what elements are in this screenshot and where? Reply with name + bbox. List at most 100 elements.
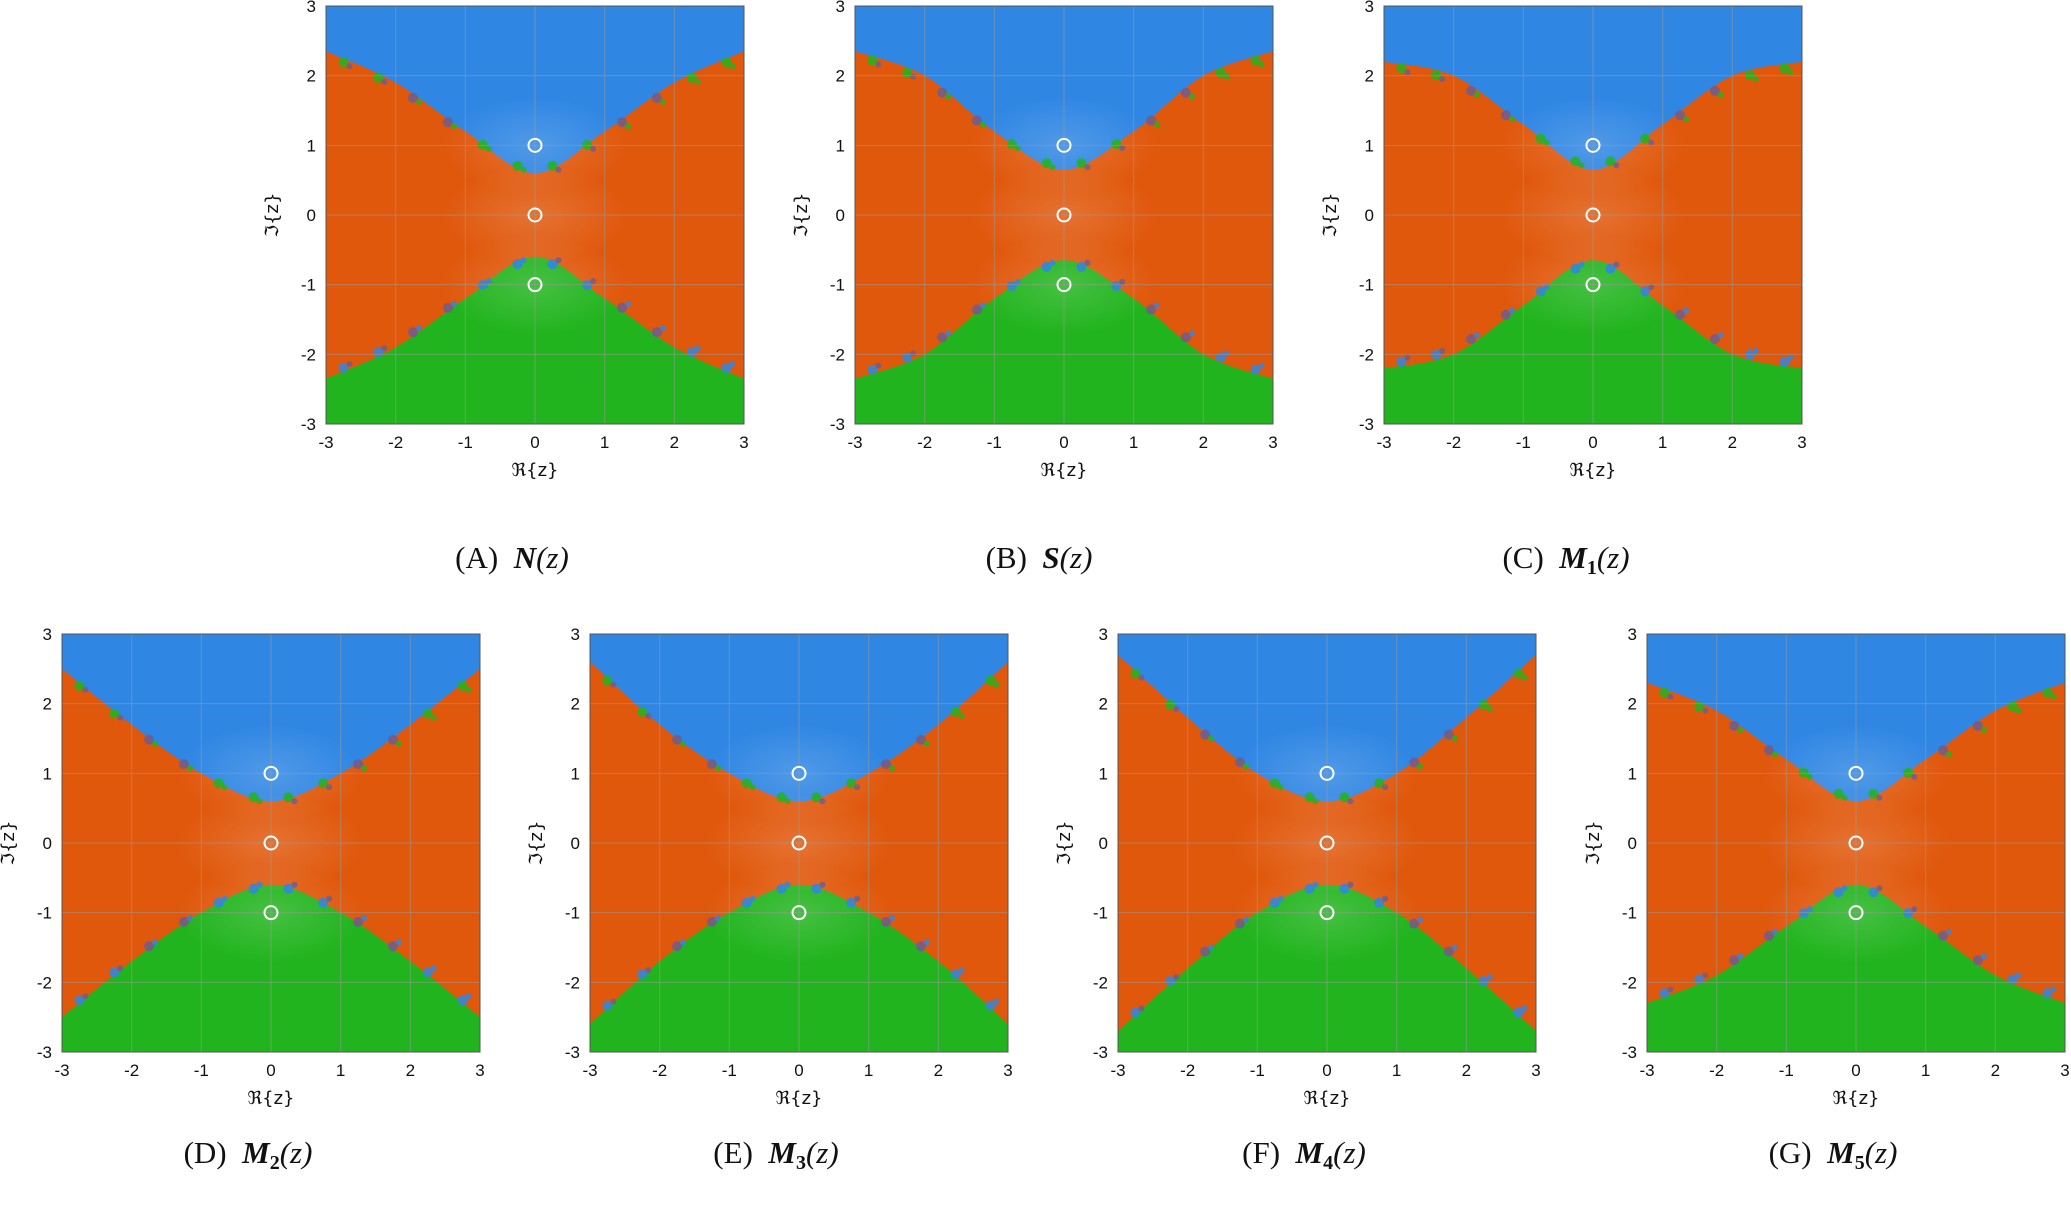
- boundary-blob: [1242, 916, 1249, 923]
- boundary-blob: [937, 332, 948, 343]
- boundary-blob: [1014, 279, 1021, 286]
- boundary-blob: [1269, 778, 1280, 789]
- y-tick-label: 3: [43, 625, 52, 644]
- boundary-blob: [512, 160, 523, 171]
- boundary-blob: [387, 941, 398, 952]
- boundary-blob: [1841, 794, 1848, 801]
- caption-function: N: [513, 540, 537, 575]
- boundary-blob: [1188, 93, 1195, 100]
- boundary-blob: [1911, 906, 1918, 913]
- boundary-blob: [915, 734, 926, 745]
- boundary-blob: [910, 73, 917, 80]
- chart-panel-c: -3 -2 -1 0 1 2 3 3 2 1 0 -1 -2 -3 ℜ{z} ℑ{z}: [1304, 0, 1822, 499]
- x-tick-label: -3: [54, 1061, 69, 1080]
- boundary-blob: [1409, 757, 1420, 768]
- x-tick-label: -3: [847, 433, 862, 452]
- y-tick-label: -3: [1622, 1043, 1637, 1062]
- y-axis-label: ℑ{z}: [0, 821, 19, 866]
- boundary-blob: [346, 63, 353, 70]
- boundary-blob: [416, 325, 423, 332]
- boundary-blob: [1417, 763, 1424, 770]
- boundary-blob: [555, 257, 562, 264]
- caption-label: (D): [183, 1135, 243, 1170]
- root-marker: [263, 765, 279, 781]
- boundary-blob: [1500, 309, 1511, 320]
- boundary-blob: [1223, 73, 1230, 80]
- caption-argument: (z): [1596, 540, 1630, 575]
- boundary-blob: [706, 759, 717, 770]
- caption-argument: (z): [536, 540, 569, 575]
- boundary-blob: [590, 145, 597, 152]
- plot-frame: [1646, 633, 2066, 1053]
- boundary-blob: [74, 680, 85, 691]
- boundary-blob: [1521, 674, 1528, 681]
- y-tick-label: -1: [301, 276, 316, 295]
- boundary-blob: [1234, 757, 1245, 768]
- y-tick-label: -2: [1359, 345, 1374, 364]
- x-axis-label: ℜ{z}: [247, 1088, 294, 1109]
- boundary-blob: [1180, 87, 1191, 98]
- boundary-blob: [1443, 946, 1454, 957]
- boundary-blob: [1737, 953, 1744, 960]
- boundary-blob: [1841, 885, 1848, 892]
- grid: [1118, 634, 1536, 1052]
- boundary-blob: [1188, 330, 1195, 337]
- boundary-blob: [1250, 364, 1261, 375]
- x-tick-label: 1: [336, 1061, 345, 1080]
- boundary-blob: [1659, 687, 1670, 698]
- chart-panel-e: -3 -2 -1 0 1 2 3 3 2 1 0 -1 -2 -3 ℜ{z} ℑ{z}: [510, 625, 1028, 1127]
- panel-caption: (F) M4(z): [1242, 1135, 1366, 1175]
- y-axis-label: ℑ{z}: [1583, 821, 1604, 866]
- boundary-blob: [854, 784, 861, 791]
- boundary-blob: [1667, 986, 1674, 993]
- y-tick-label: -1: [565, 904, 580, 923]
- boundary-blob: [1138, 1005, 1145, 1012]
- boundary-blob: [178, 759, 189, 770]
- y-tick-label: 1: [1628, 764, 1637, 783]
- boundary-blob: [749, 895, 756, 902]
- boundary-blob: [625, 123, 632, 130]
- y-tick-label: -2: [1093, 973, 1108, 992]
- grid: [590, 634, 1008, 1052]
- boundary-blob: [741, 897, 752, 908]
- boundary-blob: [248, 883, 259, 894]
- caption-argument: (z): [1333, 1135, 1366, 1170]
- chart-svg: -3 -2 -1 0 1 2 3 3 2 1 0 -1 -2 -3 ℜ{z} ℑ{z}: [1583, 625, 2070, 1109]
- boundary-blob: [729, 360, 736, 367]
- boundary-blob: [1304, 883, 1315, 894]
- grid: [1647, 634, 2065, 1052]
- boundary-blob: [819, 798, 826, 805]
- boundary-blob: [1648, 284, 1655, 291]
- y-tick-label: 1: [1365, 136, 1374, 155]
- boundary-blob: [186, 765, 193, 772]
- caption-function: M: [242, 1135, 270, 1170]
- x-tick-label: -1: [1516, 433, 1531, 452]
- x-tick-label: -3: [1376, 433, 1391, 452]
- boundary-blob: [889, 914, 896, 921]
- boundary-blob: [1396, 63, 1407, 74]
- boundary-blob: [1543, 284, 1550, 291]
- boundary-blob: [1049, 259, 1056, 266]
- boundary-blob: [1404, 69, 1411, 76]
- boundary-blob: [2015, 707, 2022, 714]
- boundary-blob: [1165, 976, 1176, 987]
- y-axis-label: ℑ{z}: [1054, 821, 1075, 866]
- boundary-blob: [1258, 362, 1265, 369]
- plot-frame: [325, 5, 745, 425]
- caption-function: M: [768, 1135, 796, 1170]
- panel-caption: (A) N(z): [455, 540, 569, 576]
- boundary-blob: [706, 916, 717, 927]
- chart-svg: -3 -2 -1 0 1 2 3 3 2 1 0 -1 -2 -3 ℜ{z} ℑ{z}: [0, 625, 485, 1109]
- boundary-blob: [1717, 91, 1724, 98]
- panel-caption: (B) S(z): [986, 540, 1093, 576]
- boundary-blob: [1014, 144, 1021, 151]
- boundary-blob: [318, 897, 329, 908]
- boundary-blob: [1535, 286, 1546, 297]
- boundary-blob: [950, 969, 961, 980]
- boundary-blob: [1154, 302, 1161, 309]
- x-tick-label: 3: [1003, 1061, 1012, 1080]
- x-tick-label: -3: [1110, 1061, 1125, 1080]
- y-tick-label: -3: [830, 415, 845, 434]
- boundary-blob: [1382, 784, 1389, 791]
- y-tick-label: -3: [1093, 1043, 1108, 1062]
